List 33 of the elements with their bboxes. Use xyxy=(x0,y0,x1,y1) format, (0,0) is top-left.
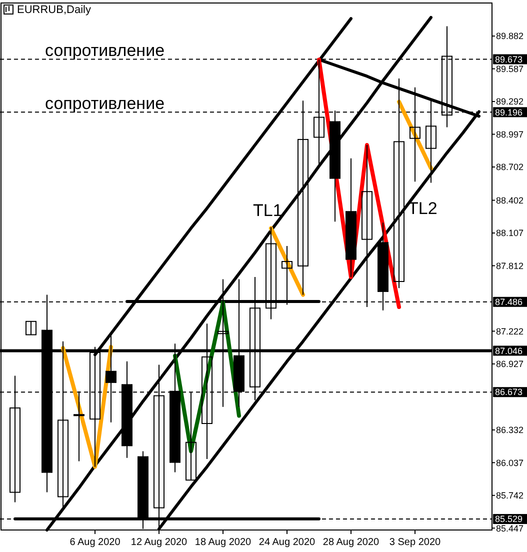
y-tick-label: 88.107 xyxy=(496,228,524,238)
x-tick-label: 24 Aug 2020 xyxy=(258,537,316,548)
ref-line-label: 89.196 xyxy=(495,107,523,118)
y-tick-label: 86.037 xyxy=(496,458,524,468)
y-tick-label: 85.742 xyxy=(496,490,524,501)
x-tick-label: 3 Sep 2020 xyxy=(389,537,442,548)
ref-line-label: 86.673 xyxy=(495,387,523,398)
x-tick-label: 6 Aug 2020 xyxy=(70,537,121,548)
line-series xyxy=(61,344,113,469)
annotation: сопротивление xyxy=(45,41,165,60)
y-tick-label: 86.332 xyxy=(496,425,524,436)
y-tick-label: 89.587 xyxy=(496,64,524,74)
y-tick-label: 88.702 xyxy=(496,162,524,172)
y-tick-label: 86.927 xyxy=(496,359,524,370)
candlestick xyxy=(26,320,36,336)
annotation: сопротивление xyxy=(45,94,165,113)
x-tick-label: 12 Aug 2020 xyxy=(130,537,188,548)
ref-line-label: 87.486 xyxy=(495,297,523,308)
chart-title: EURRUB,Daily xyxy=(17,4,92,16)
y-tick-label: 87.812 xyxy=(496,260,524,271)
x-tick-label: 28 Aug 2020 xyxy=(322,537,380,548)
ref-line-label: 87.046 xyxy=(495,346,523,356)
y-tick-label: 88.997 xyxy=(496,129,524,140)
y-tick-label: 87.222 xyxy=(496,326,524,336)
ref-line-label: 89.673 xyxy=(495,54,523,64)
annotation: TL2 xyxy=(408,199,438,218)
y-tick-label: 88.402 xyxy=(496,195,524,206)
ref-line-label: 85.529 xyxy=(495,514,523,524)
y-tick-label: 85.447 xyxy=(496,523,524,534)
x-tick-label: 18 Aug 2020 xyxy=(194,537,252,548)
annotation: TL1 xyxy=(253,201,282,220)
y-tick-label: 89.882 xyxy=(496,31,524,42)
y-tick-label: 89.292 xyxy=(496,96,524,107)
